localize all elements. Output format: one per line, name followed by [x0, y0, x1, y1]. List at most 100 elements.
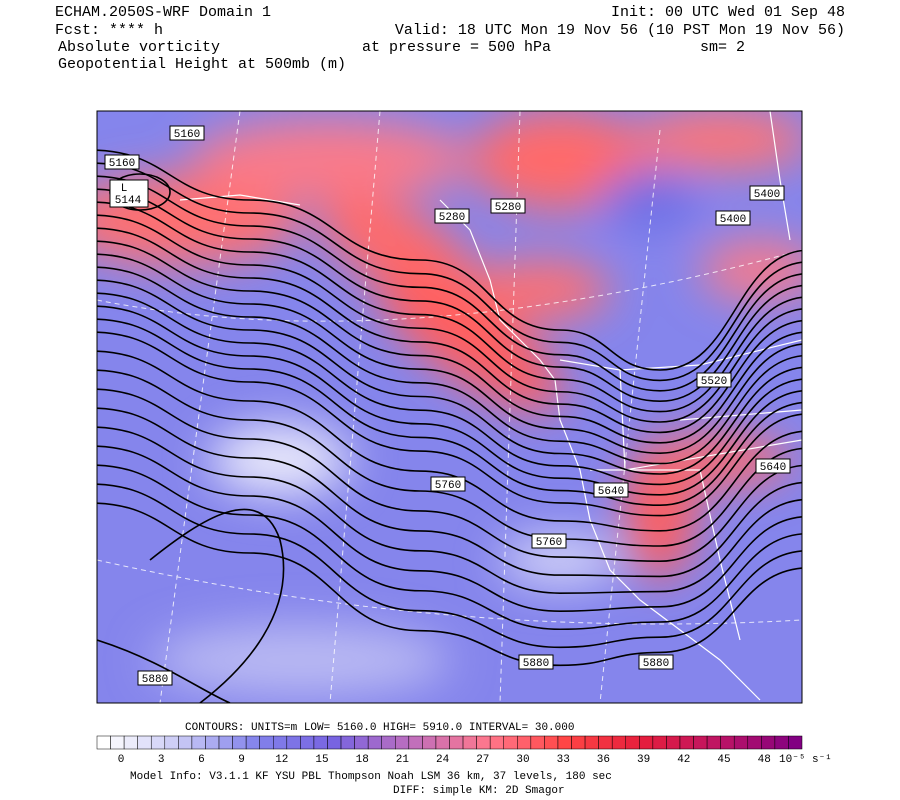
colorbar-tick-label: 18 [356, 754, 369, 766]
colorbar-cell [137, 735, 152, 750]
contour-line [97, 162, 802, 382]
colorbar-cell [286, 735, 301, 750]
contour-label: 5760 [536, 537, 562, 549]
colorbar-cell [761, 735, 776, 750]
colorbar-cell [571, 735, 586, 750]
colorbar-cell [449, 735, 464, 750]
contour-line [97, 350, 802, 532]
diff-info: DIFF: simple KM: 2D Smagor [393, 785, 565, 797]
contour-label-box [638, 654, 674, 670]
colorbar-cell [598, 735, 613, 750]
contour-line [97, 149, 802, 371]
contour-label: 5640 [598, 486, 624, 498]
colorbar-cell [747, 735, 762, 750]
contour-label: 5280 [495, 202, 521, 214]
colorbar-cell [733, 735, 749, 750]
contour-line [97, 388, 802, 563]
colorbar-cell [313, 735, 328, 750]
colorbar-cell [191, 735, 206, 750]
colorbar-cell [178, 735, 193, 750]
colorbar-cell [462, 735, 477, 750]
colorbar-cell [150, 735, 166, 750]
contour-label-box [715, 210, 751, 226]
colorbar-tick-label: 24 [436, 754, 450, 766]
contour-line [97, 331, 802, 517]
colorbar-cell [693, 735, 708, 750]
model-info: Model Info: V3.1.1 KF YSU PBL Thompson N… [130, 771, 612, 783]
colorbar-cell [584, 735, 599, 750]
colorbar-tick-label: 21 [396, 754, 410, 766]
contour-label: 5520 [701, 376, 727, 388]
contour-label: 5400 [754, 189, 780, 201]
colorbar-cell [720, 735, 735, 750]
colorbar-tick-label: 48 [758, 754, 771, 766]
pressure-level: at pressure = 500 hPa [362, 39, 551, 56]
colorbar-cell [110, 735, 125, 750]
contour-line [97, 201, 802, 413]
contour-line [97, 240, 802, 444]
colorbar-cell [611, 735, 627, 750]
contour-label-box [755, 458, 791, 474]
colorbar-cell [625, 735, 640, 750]
contour-label-box [593, 482, 629, 498]
colorbar-tick-label: 36 [597, 754, 610, 766]
contour-label-box [518, 654, 554, 670]
colorbar-tick-label: 3 [158, 754, 165, 766]
contour-label-box [434, 208, 470, 224]
colorbar-cell [232, 735, 247, 750]
colorbar-cell [408, 735, 423, 750]
contour-line [97, 266, 802, 465]
contour-line [97, 483, 802, 649]
contour-line [97, 369, 802, 547]
contour-line [97, 253, 802, 455]
colorbar-cell [666, 735, 681, 750]
contour-line [97, 318, 802, 507]
contour-label: 5280 [439, 212, 465, 224]
colorbar-cell [503, 735, 518, 750]
colorbar-cell [489, 735, 504, 750]
low-box [109, 179, 149, 208]
colorbar-cell [123, 735, 138, 750]
colorbar-cell [96, 735, 111, 750]
contour-line [97, 292, 802, 486]
contour-line [97, 464, 802, 631]
contour-line [97, 502, 802, 667]
contour-label: 5760 [435, 480, 461, 492]
contour-line [149, 508, 285, 703]
contour-line [97, 407, 802, 578]
colorbar-cell [395, 735, 410, 750]
contour-label: 5400 [720, 214, 746, 226]
contour-label-box [749, 185, 785, 201]
contour-line [97, 214, 802, 423]
colorbar-tick-label: 6 [198, 754, 205, 766]
colorbar-tick-label: 30 [516, 754, 529, 766]
low-symbol: L [121, 183, 128, 195]
map [97, 111, 802, 703]
contour-label-box [531, 533, 567, 549]
contour-line [97, 445, 802, 613]
colorbar-tick-label: 9 [238, 754, 245, 766]
contour-field: Geopotential Height at 500mb (m) [58, 56, 346, 73]
colorbar-cell [517, 735, 532, 750]
colorbar-tick-label: 45 [717, 754, 730, 766]
contour-line [97, 426, 802, 594]
contour-line [97, 227, 802, 434]
contour-label-box [696, 372, 732, 388]
colorbar-cell [774, 735, 789, 750]
contour-label: 5880 [643, 658, 669, 670]
colorbar-cell [205, 735, 220, 750]
contour-label: 5160 [109, 158, 135, 170]
colorbar-tick-label: 0 [118, 754, 125, 766]
smoothing: sm= 2 [700, 39, 745, 56]
colorbar-cell [259, 735, 274, 750]
colorbar-cell [679, 735, 694, 750]
colorbar-cell [706, 735, 721, 750]
colorbar-cell [788, 735, 803, 750]
colorbar-tick-label: 39 [637, 754, 650, 766]
contour-label: 5160 [174, 129, 200, 141]
colorbar-tick-label: 33 [557, 754, 570, 766]
colorbar-cell [530, 735, 545, 750]
contour-label-box [430, 476, 466, 492]
colorbar-tick-label: 42 [677, 754, 690, 766]
